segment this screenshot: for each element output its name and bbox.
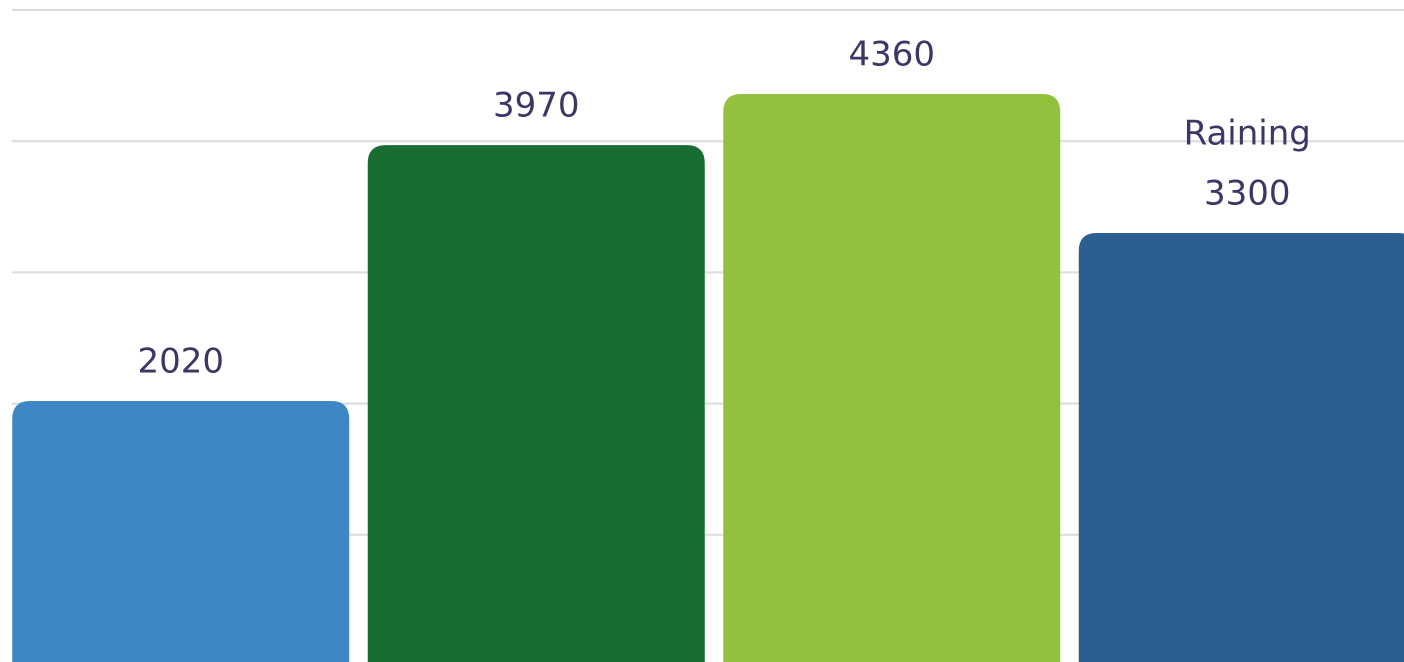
bar	[723, 93, 1061, 662]
bar	[1078, 233, 1404, 662]
bar	[12, 400, 350, 662]
value-label: 3300	[1204, 174, 1291, 214]
bar	[367, 145, 705, 662]
category-label: Raining	[1184, 114, 1311, 154]
value-label: 4360	[848, 34, 935, 74]
value-label: 2020	[137, 341, 224, 381]
value-label: 3970	[493, 86, 580, 126]
